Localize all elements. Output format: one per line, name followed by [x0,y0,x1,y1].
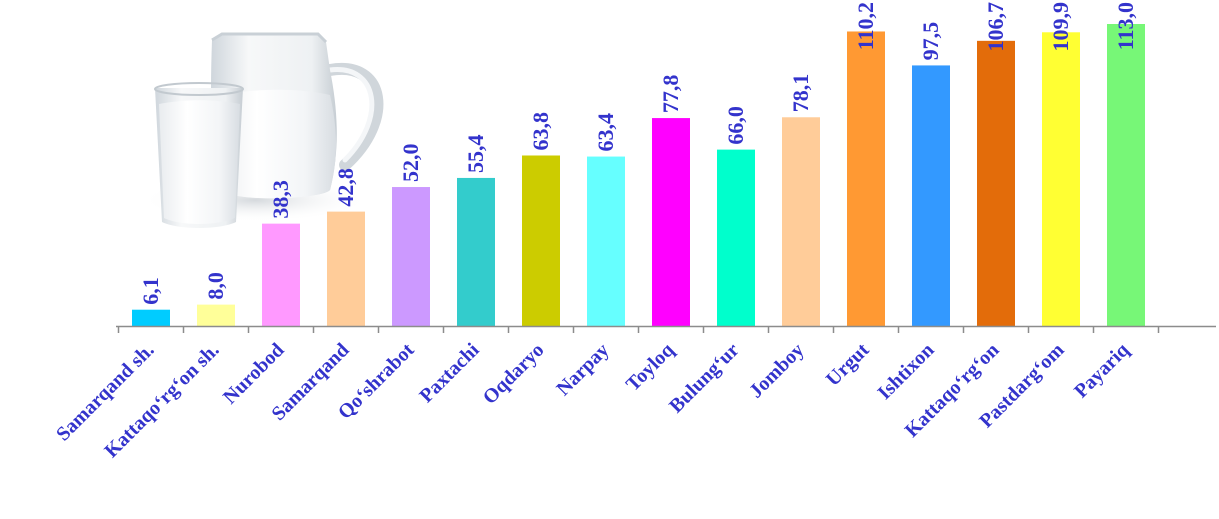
bar-value-label: 63,8 [528,112,553,151]
x-axis-ticks [117,326,1160,333]
x-tick-label: Narpay [552,339,613,400]
x-tick-label: Toyloq [622,339,679,396]
bar [132,309,170,326]
bar [652,118,690,326]
x-tick-label: Jomboy [745,339,808,402]
bar [457,177,495,326]
bar [977,40,1015,327]
bar-value-label: 106,7 [983,2,1008,52]
bar-value-label: 77,8 [658,75,683,114]
bar [1042,32,1080,327]
bar-value-label: 52,0 [398,144,423,183]
bar [327,211,365,326]
bar-value-label: 6,1 [138,277,163,305]
bar [262,223,300,326]
bar-value-label: 66,0 [723,106,748,145]
bar [197,304,235,326]
milk-jug-and-glass-image [140,32,384,228]
x-axis-tick-labels: Samarqand sh.Kattaqo‘rg‘on sh.NurobodSam… [52,339,1133,463]
bar-value-label: 38,3 [268,180,293,219]
x-tick-label: Kattaqo‘rg‘on sh. [100,339,223,462]
bar [587,156,625,326]
bar-value-label: 42,8 [333,168,358,207]
bar [1107,24,1145,326]
x-tick-label: Payariq [1070,339,1133,402]
bar [912,65,950,327]
bar-value-label: 109,9 [1048,2,1073,52]
x-tick-label: Paxtachi [415,339,484,408]
bar [392,187,430,326]
bar-value-label: 110,2 [853,2,878,50]
bar [717,149,755,326]
bar [847,31,885,327]
x-tick-label: Oqdaryo [479,339,549,409]
bar-value-label: 8,0 [203,272,228,300]
x-tick-label: Ishtixon [873,339,938,404]
x-tick-label: Bulung‘ur [665,339,744,418]
bars-group [132,24,1145,327]
bar-value-label: 55,4 [463,134,488,173]
value-labels-group: 6,1 8,0 38,3 42,8 52,0 55,4 63,8 63,4 77,8 66,0 78… [138,2,1138,305]
bar-value-label: 97,5 [918,22,943,61]
bar-value-label: 113,0 [1113,2,1138,50]
bar-value-label: 63,4 [593,113,618,152]
bar [782,117,820,326]
bar [522,155,560,326]
x-tick-label: Urgut [822,339,874,391]
bar-value-label: 78,1 [788,74,813,113]
